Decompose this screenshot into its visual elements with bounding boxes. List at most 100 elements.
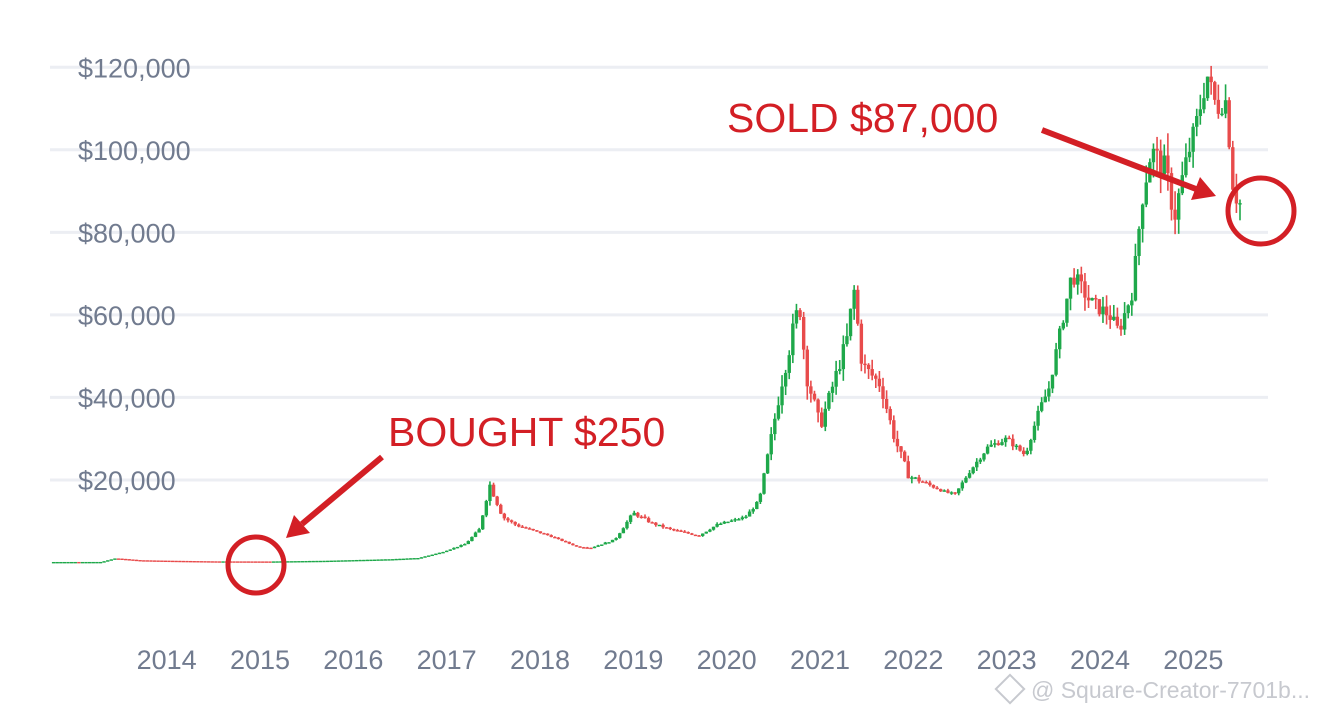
candle-body [91,561,95,564]
candle-body [571,543,575,546]
candle-body [744,516,748,518]
candle-body [167,560,171,563]
candle-body [783,372,788,387]
candle-body [931,485,936,488]
candle-body [333,560,337,562]
candle-body [841,344,846,370]
candle-body [729,520,734,522]
price-series [51,65,1242,564]
candle-body [819,412,824,427]
candle-body [408,558,413,560]
x-axis-ticks: 2014 2015 2016 2017 2018 2019 2020 2021 2022 2023… [137,645,1224,675]
candle-body [834,370,838,387]
candle-body [1216,99,1221,114]
candle-body [755,501,759,510]
candle-body [124,558,128,561]
candle-body [632,512,636,516]
candle-body [1011,438,1015,447]
candle-body [1137,228,1141,256]
candle-body [127,559,132,561]
candle-body [84,561,88,564]
y-tick-label: $120,000 [78,53,191,83]
candle-body [856,289,860,324]
candle-body [812,393,817,400]
candle-body [1231,147,1235,190]
candle-body [1115,316,1120,326]
candle-body [917,477,921,482]
candle-body [250,561,254,563]
candle-body [823,408,828,427]
candle-body [589,547,593,550]
candle-body [116,558,121,560]
bought-arrow-head [286,515,310,538]
candle-body [1227,100,1231,148]
candle-body [416,558,420,560]
candle-body [1140,204,1145,229]
candle-body [412,558,416,560]
candle-body [1036,410,1040,426]
candle-body [318,560,323,563]
candle-body [672,528,676,531]
candle-body [354,559,359,562]
candle-body [1050,374,1055,389]
candle-body [336,560,341,562]
candle-body [138,560,142,562]
candle-body [322,560,326,563]
candle-body [1029,439,1033,451]
x-tick-label: 2018 [510,645,570,675]
candle-body [535,530,539,532]
candle-body [895,438,900,447]
candle-body [751,509,755,512]
candle-body [372,559,377,561]
candle-body [1176,193,1181,220]
candle-body [1032,425,1037,440]
candle-body [1198,109,1203,117]
candle-body [805,349,809,387]
candle-body [419,557,424,559]
candle-body [275,561,279,563]
candle-body [243,561,247,563]
candle-body [780,386,784,406]
candle-body [199,561,204,563]
watermark: @ Square-Creator-7701b... [994,673,1310,705]
candle-body [1184,157,1188,176]
candle-body [455,546,460,549]
candle-body [578,546,582,548]
candle-body [838,369,842,371]
candle-body [765,454,770,474]
candle-body [185,560,189,563]
candle-body [942,490,947,492]
candle-body [646,518,651,523]
candle-body [574,545,579,547]
candle-body [798,310,802,317]
candle-body [1213,82,1217,100]
candle-body [556,537,561,540]
candle-body [603,542,608,545]
candle-body [271,561,276,563]
candle-body [1166,155,1170,174]
candle-body [639,516,644,519]
candle-body [661,524,665,528]
x-tick-label: 2023 [977,645,1037,675]
candle-body [156,560,160,562]
candle-body [437,552,442,555]
candle-body [1104,306,1109,316]
candle-body [340,560,344,562]
candle-body [830,386,835,393]
candle-body [610,539,615,543]
candle-body [1039,402,1044,411]
candle-body [1108,315,1112,320]
candle-body [711,526,716,530]
candle-body [740,517,745,520]
candle-body [390,559,395,561]
candle-body [235,561,240,563]
candle-body [1054,349,1058,375]
candle-body [596,545,600,547]
candle-body [726,521,730,524]
candle-body [859,323,864,364]
candle-body [758,493,763,502]
candle-body [73,561,77,564]
candle-body [700,533,705,536]
candle-body [444,550,449,553]
candle-body [448,549,452,551]
